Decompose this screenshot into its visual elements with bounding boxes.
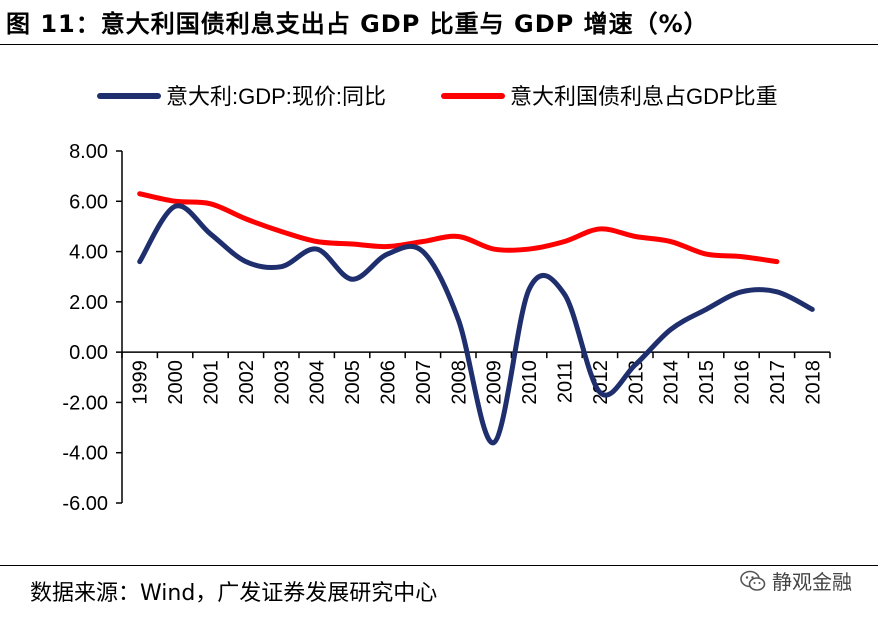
chart-axes: 8.00 6.00 4.00 2.00 0.00 -2.00 -4.00 -6.00 1999 2… [62, 141, 831, 515]
watermark: 静观金融 [740, 566, 852, 595]
x-tick-label: 2017 [767, 360, 789, 405]
x-tick-label: 2014 [661, 360, 683, 405]
figure-title: 图 11：意大利国债利息支出占 GDP 比重与 GDP 增速（%） [6, 10, 709, 38]
x-tick-label: 2004 [307, 360, 329, 405]
x-tick-label: 2011 [555, 360, 577, 403]
x-tick-label: 2015 [696, 360, 718, 405]
title-divider [0, 44, 878, 45]
legend-label: 意大利国债利息占GDP比重 [510, 84, 778, 109]
x-tick-label: 2018 [802, 360, 824, 405]
line-chart: 意大利:GDP:现价:同比 意大利国债利息占GDP比重 8.00 6.00 4.00 2… [62, 84, 831, 515]
watermark-text: 静观金融 [772, 570, 852, 594]
x-tick-label: 1999 [130, 360, 152, 405]
source-divider [0, 565, 878, 566]
legend-label: 意大利:GDP:现价:同比 [166, 84, 386, 109]
x-tick-label: 2007 [413, 360, 435, 405]
chart-legend: 意大利:GDP:现价:同比 意大利国债利息占GDP比重 [97, 84, 778, 109]
series-line-interest-ratio [137, 191, 780, 265]
y-tick-label: -6.00 [62, 493, 108, 515]
y-tick-label: 2.00 [69, 292, 108, 314]
x-tick-label: 2009 [484, 360, 506, 405]
y-tick-label: -2.00 [62, 392, 108, 414]
x-tick-label: 2005 [342, 360, 364, 405]
series-line-gdp-growth [137, 203, 815, 446]
x-tick-label: 2000 [165, 360, 187, 405]
x-tick-label: 2008 [448, 360, 470, 405]
y-tick-label: 6.00 [69, 191, 108, 213]
y-tick-label: 0.00 [69, 342, 108, 364]
x-tick-label: 2003 [271, 360, 293, 405]
y-tick-label: 4.00 [69, 242, 108, 264]
x-tick-label: 2001 [201, 360, 223, 405]
chart-series [137, 191, 815, 446]
x-tick-label: 2002 [236, 360, 258, 405]
wechat-icon [740, 570, 766, 591]
source-note: 数据来源：Wind，广发证券发展研究中心 [30, 581, 438, 606]
y-tick-label: -4.00 [62, 443, 108, 465]
x-tick-label: 2010 [519, 360, 541, 405]
x-tick-label: 2006 [378, 360, 400, 405]
y-tick-label: 8.00 [69, 141, 108, 163]
x-tick-label: 2016 [732, 360, 754, 405]
